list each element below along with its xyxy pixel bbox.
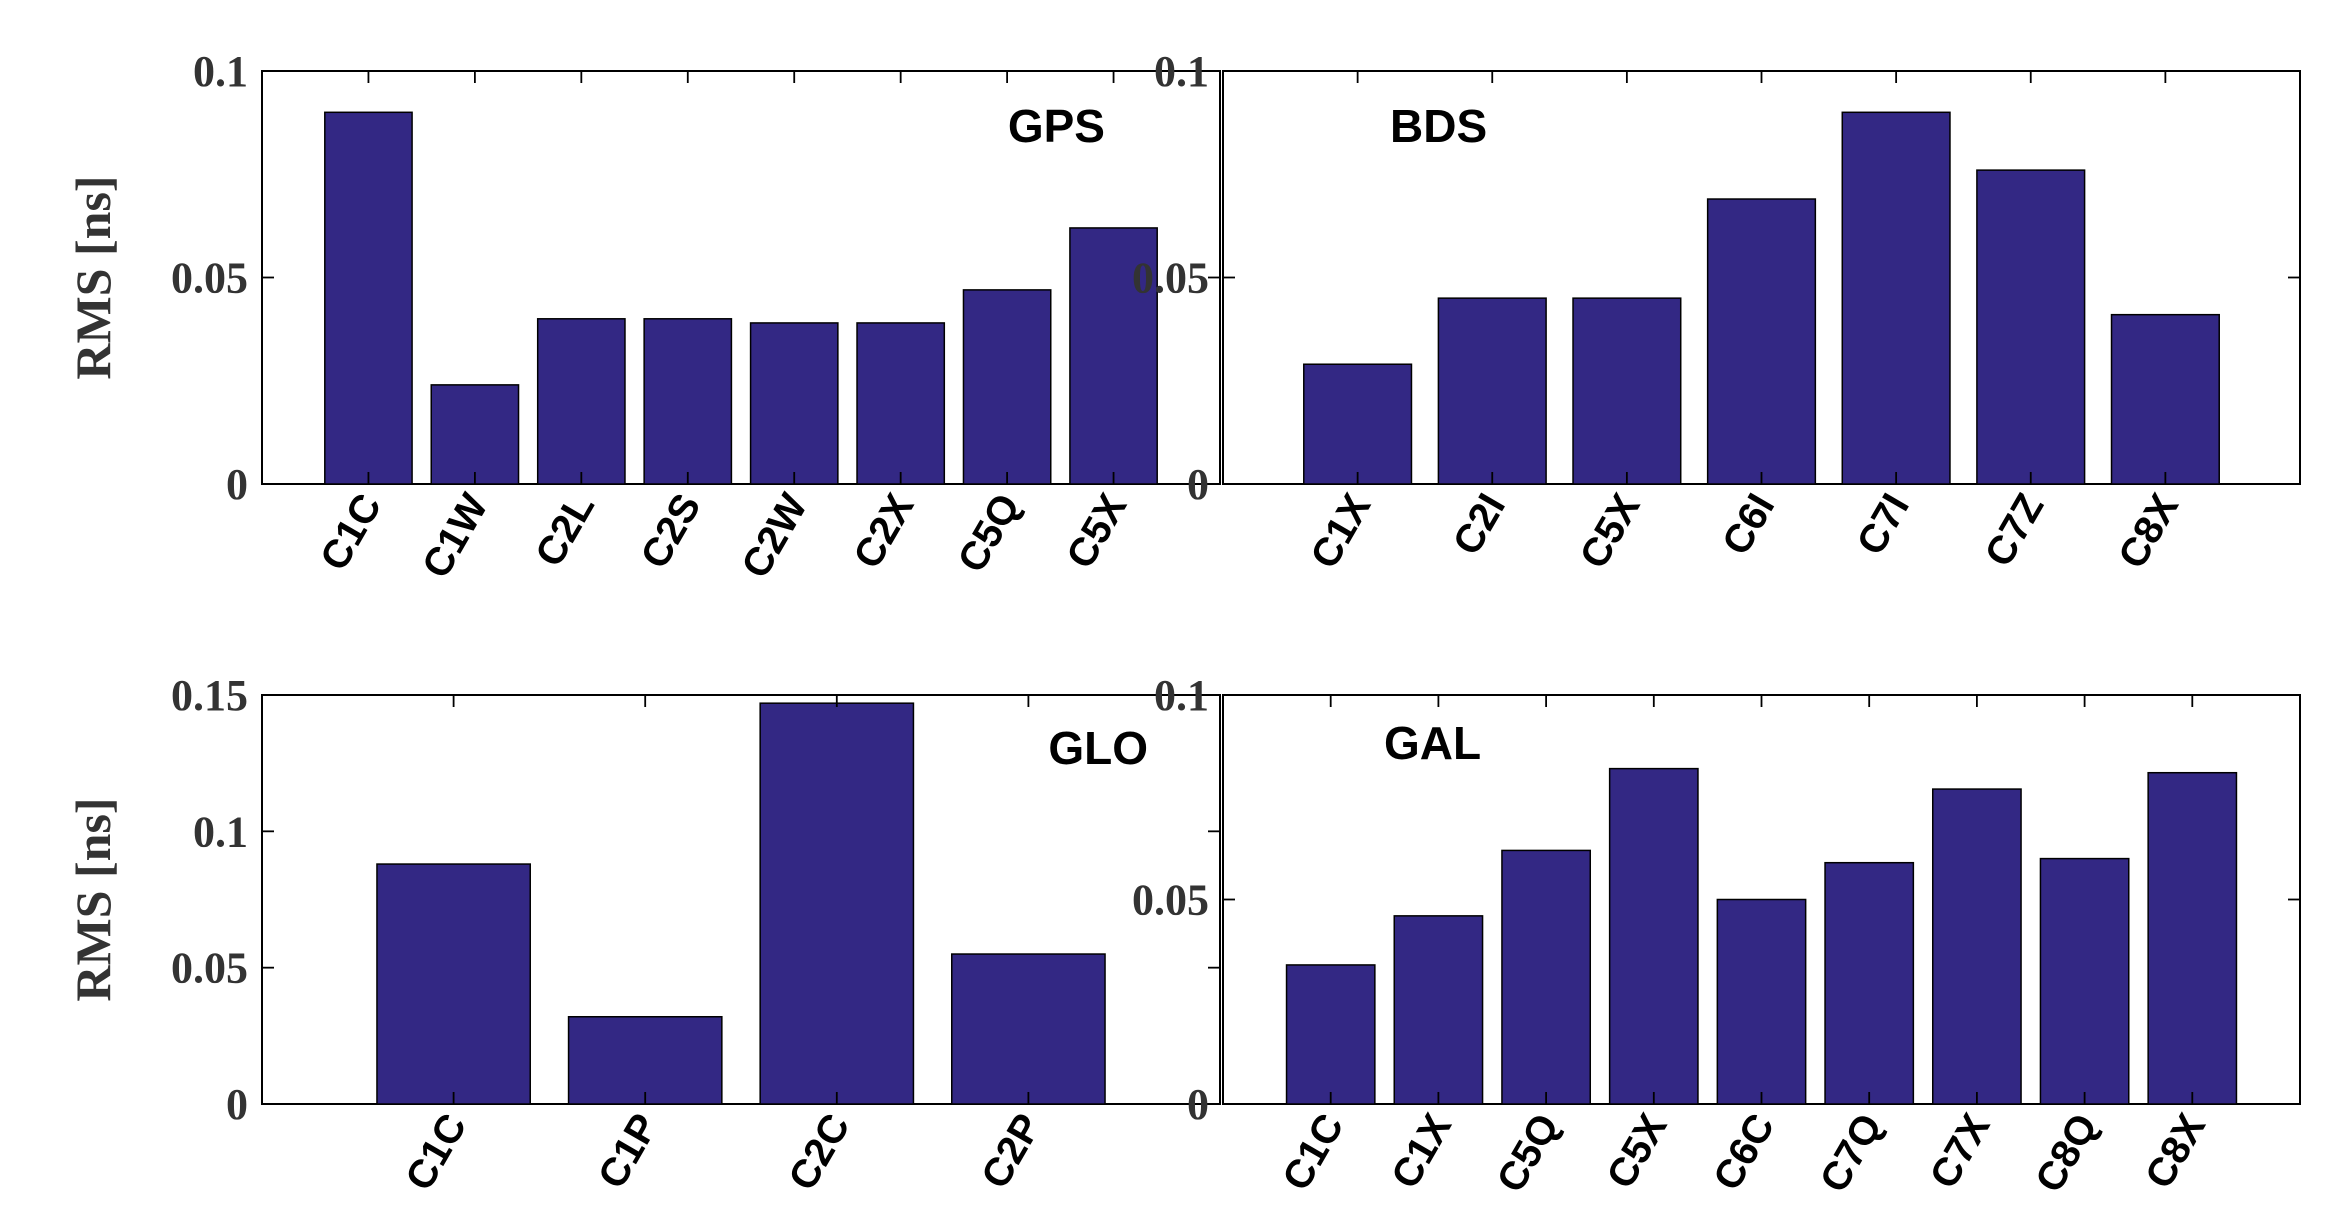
- bar-c2x: [856, 322, 946, 485]
- bar-c7i: [1841, 111, 1951, 485]
- y-tick-label: 0: [1187, 460, 1209, 509]
- x-tick-label: C8X: [2137, 1106, 2214, 1196]
- panel-title: BDS: [1390, 100, 1487, 152]
- bar-c2c: [759, 702, 915, 1105]
- bar-c1c: [376, 863, 531, 1105]
- x-tick-label: C1P: [590, 1107, 667, 1196]
- bar-c7q: [1824, 861, 1915, 1105]
- y-tick-label: 0.15: [171, 671, 248, 720]
- x-tick-label: C5Q: [1489, 1107, 1568, 1200]
- panel-title: GPS: [1008, 100, 1105, 152]
- panel-glo: 0 0.05 0.1 0.15 C1C C1P C2C C2P GLO RMS [ns]: [65, 671, 1221, 1198]
- x-tick-label: C8Q: [2027, 1107, 2106, 1200]
- bar-c1p: [567, 1015, 723, 1105]
- y-tick-label: 0.05: [171, 254, 248, 303]
- x-tick-label: C2P: [973, 1107, 1050, 1196]
- y-tick-label: 0: [226, 1080, 248, 1129]
- y-axis-label: RMS [ns]: [65, 175, 121, 379]
- x-tick-label: C8X: [2110, 486, 2187, 576]
- x-tick-label: C1X: [1302, 486, 1379, 576]
- x-tick-label: C2X: [845, 486, 922, 576]
- x-tick-label: C7Z: [1977, 487, 2053, 574]
- x-tick-label: C2I: [1445, 487, 1514, 563]
- bar-c5x: [1608, 767, 1699, 1105]
- bar-c2s: [643, 318, 733, 485]
- bar-c5x: [1069, 227, 1158, 485]
- bar-c5q: [962, 289, 1052, 485]
- y-tick-label: 0.1: [193, 47, 248, 96]
- y-axis-label: RMS [ns]: [65, 797, 121, 1001]
- y-tick-label: 0.1: [1154, 671, 1209, 720]
- y-tick-label: 0.1: [193, 807, 248, 856]
- panel-bds: 0 0.05 0.1 C1X C2I C5X C6I C7I C7Z C8X BDS: [1132, 47, 2301, 576]
- bar-c7x: [1931, 788, 2022, 1105]
- y-tick-label: 0.1: [1154, 47, 1209, 96]
- bar-c5q: [1501, 849, 1592, 1105]
- bar-c2l: [536, 318, 626, 485]
- panel-title: GLO: [1048, 722, 1148, 774]
- x-tick-label: C7I: [1849, 487, 1918, 563]
- plot-frame: [261, 694, 1221, 1105]
- bar-c7z: [1976, 169, 2086, 485]
- x-tick-label: C2W: [733, 486, 816, 585]
- x-tick-label: C6I: [1714, 487, 1783, 563]
- y-tick-label: 0.05: [1132, 254, 1209, 303]
- panel-gps: 0 0.05 0.1 C1C C1W C2L C2S C2W C2X C5Q C5X GPS RMS […: [65, 47, 1221, 585]
- bar-c8x: [2110, 313, 2220, 485]
- y-tick-label: 0.05: [171, 944, 248, 993]
- bar-c2i: [1437, 297, 1547, 485]
- bar-c2p: [951, 953, 1106, 1105]
- x-tick-label: C1W: [414, 486, 497, 585]
- bar-c2w: [749, 322, 839, 485]
- bar-c1x: [1393, 915, 1484, 1105]
- x-tick-label: C5Q: [950, 487, 1029, 580]
- x-tick-label: C7X: [1922, 1106, 1999, 1196]
- bar-c8q: [2039, 857, 2130, 1105]
- x-tick-label: C7Q: [1812, 1107, 1891, 1200]
- x-tick-label: C6C: [1705, 1107, 1783, 1198]
- panel-title: GAL: [1384, 717, 1481, 769]
- bar-c8x: [2147, 771, 2238, 1105]
- bar-c1x: [1303, 363, 1413, 485]
- x-tick-label: C1C: [312, 487, 390, 578]
- x-tick-label: C1X: [1383, 1106, 1460, 1196]
- x-tick-label: C2S: [633, 487, 710, 576]
- bar-c5x: [1572, 297, 1682, 485]
- x-tick-label: C2L: [527, 487, 603, 574]
- y-tick-label: 0: [226, 460, 248, 509]
- x-tick-label: C1C: [397, 1107, 475, 1198]
- bar-c6i: [1706, 198, 1817, 485]
- bar-c1w: [430, 384, 520, 485]
- x-tick-label: C2C: [780, 1107, 858, 1198]
- x-tick-label: C5X: [1058, 486, 1135, 576]
- y-tick-label: 0.05: [1132, 876, 1209, 925]
- x-tick-label: C1C: [1274, 1107, 1352, 1198]
- bar-c6c: [1716, 898, 1807, 1105]
- y-tick-label: 0: [1187, 1080, 1209, 1129]
- x-tick-label: C5X: [1599, 1106, 1676, 1196]
- x-tick-label: C5X: [1572, 486, 1649, 576]
- bar-c1c: [324, 111, 413, 485]
- bar-c1c: [1285, 964, 1376, 1105]
- panel-gal: 0 0.05 0.1 C1C C1X C5Q C5X C6C C7Q C7X C8Q C8X GAL: [1132, 671, 2301, 1200]
